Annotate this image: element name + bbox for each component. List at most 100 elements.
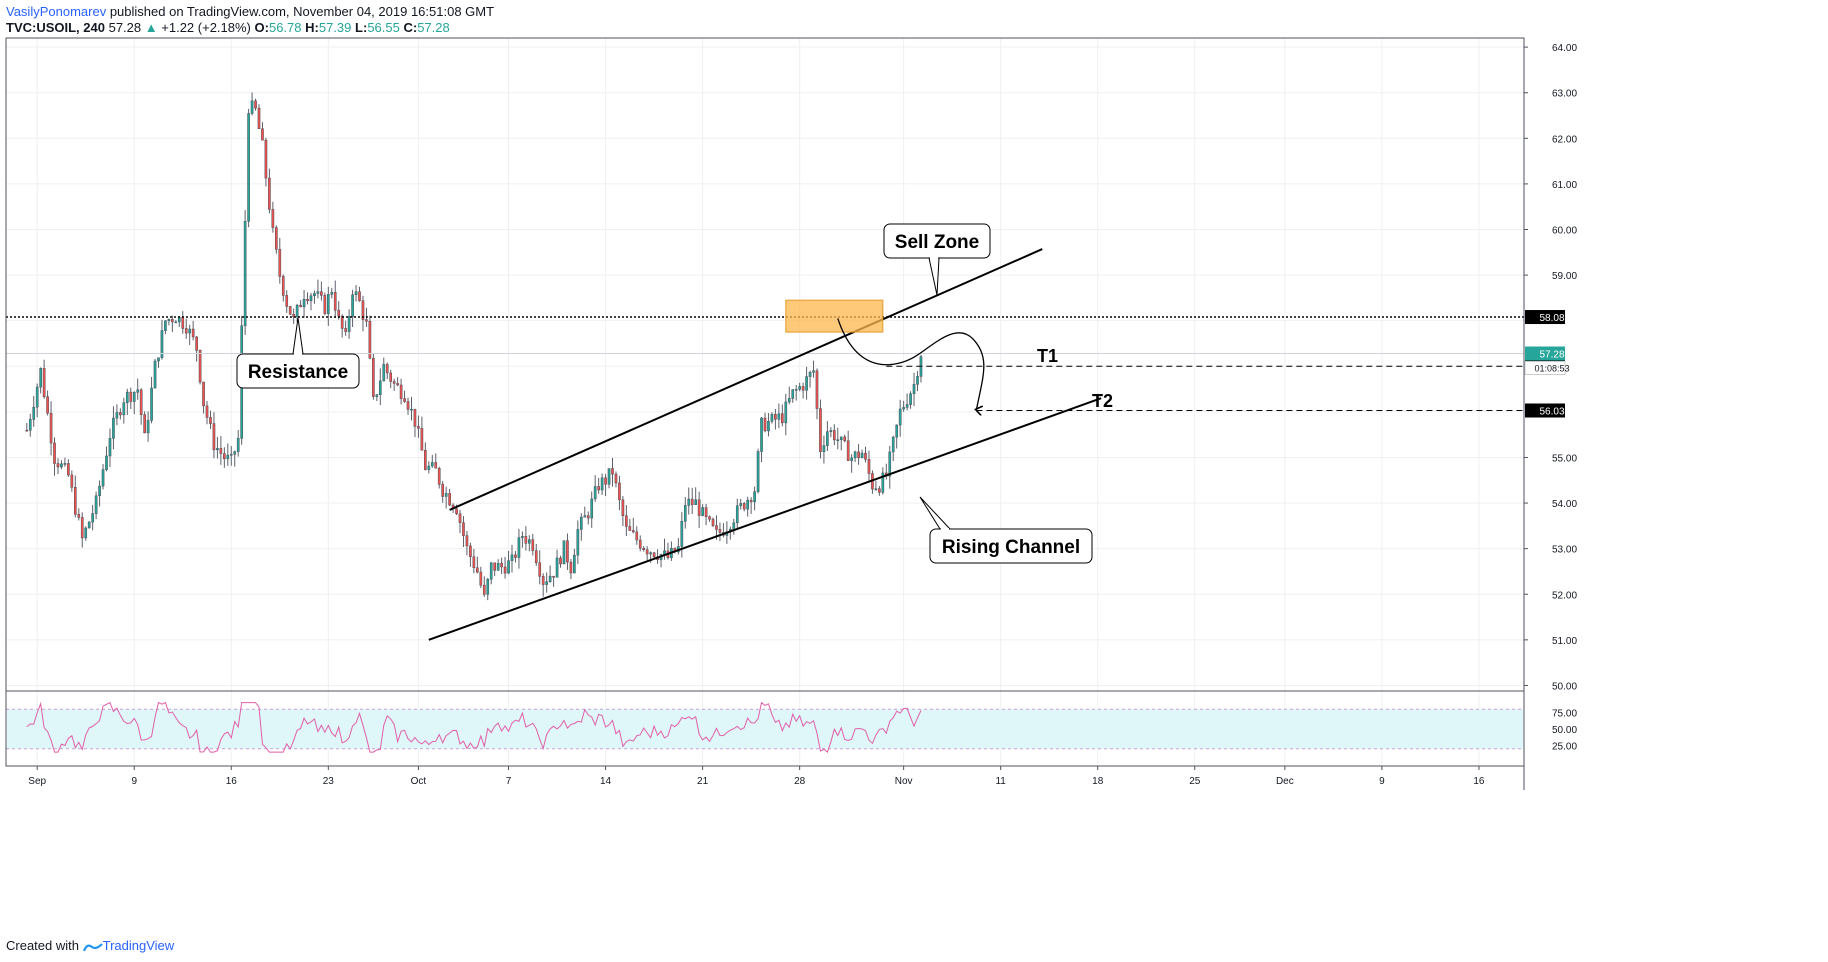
- candle-body: [496, 563, 500, 571]
- candle-body: [177, 316, 181, 323]
- candle-body: [489, 562, 493, 580]
- y-tick-label: 63.00: [1552, 89, 1577, 100]
- low-value: 56.55: [367, 20, 400, 35]
- candle-body: [559, 557, 562, 565]
- candle-body: [403, 398, 406, 402]
- candle-body: [35, 386, 39, 408]
- candle-body: [500, 563, 503, 568]
- candle-body: [320, 291, 323, 296]
- candle-body: [437, 467, 441, 485]
- candles: [25, 92, 923, 601]
- candle-body: [136, 389, 140, 393]
- candle-body: [763, 417, 767, 432]
- candle-body: [181, 316, 185, 329]
- candle-body: [157, 357, 160, 362]
- candle-body: [753, 491, 756, 503]
- candle-body: [382, 364, 386, 382]
- high-value: 57.39: [318, 20, 352, 35]
- last-price: 57.28: [108, 20, 142, 35]
- candle-body: [372, 357, 375, 397]
- candle-body: [569, 561, 573, 574]
- candle-body: [586, 515, 590, 519]
- candle-body: [770, 414, 774, 422]
- author-name[interactable]: VasilyPonomarev: [6, 4, 107, 19]
- candle-body: [167, 319, 171, 322]
- candle-body: [541, 576, 545, 585]
- candle-body: [649, 552, 652, 555]
- candle-body: [77, 514, 81, 518]
- candle-body: [878, 488, 881, 493]
- chart-header: VasilyPonomarev published on TradingView…: [6, 4, 494, 36]
- candle-body: [389, 372, 393, 382]
- candle-body: [476, 567, 479, 573]
- axes: 64.00 63.00 62.00 61.00 60.00 59.00 55.00 54.00…: [5, 37, 1577, 790]
- candle-body: [514, 554, 517, 558]
- candle-body: [60, 463, 63, 468]
- candle-body: [486, 578, 490, 595]
- candle-body: [853, 451, 857, 459]
- candle-body: [888, 451, 892, 477]
- candle-body: [836, 439, 840, 441]
- candle-body: [482, 584, 486, 595]
- candle-body: [278, 249, 282, 277]
- candle-body: [600, 477, 604, 491]
- y-tick-label: 59.00: [1552, 271, 1577, 282]
- candle-body: [261, 128, 264, 141]
- candle-body: [375, 394, 379, 397]
- candle-body: [216, 448, 219, 451]
- y-tick-label: 51.00: [1552, 636, 1577, 647]
- candle-body: [891, 436, 895, 453]
- countdown-label: 01:08:53: [1534, 364, 1569, 374]
- candle-body: [209, 417, 212, 424]
- x-tick-label: 11: [995, 776, 1006, 787]
- candle-body: [361, 300, 365, 320]
- sell-zone-callout-join: [930, 256, 938, 259]
- rsi-tick-label: 75.00: [1552, 709, 1577, 720]
- candle-body: [860, 452, 864, 459]
- candle-body: [205, 405, 209, 418]
- symbol-interval[interactable]: TVC:USOIL, 240: [6, 20, 105, 35]
- candle-body: [427, 465, 431, 470]
- candle-body: [455, 508, 458, 515]
- x-tick-label: 9: [131, 776, 137, 787]
- candle-body: [70, 474, 74, 488]
- candle-body: [469, 545, 472, 558]
- candle-body: [271, 209, 275, 228]
- candle-body: [507, 560, 510, 574]
- candle-body: [171, 319, 174, 323]
- candle-body: [697, 499, 701, 516]
- candle-body: [493, 562, 496, 571]
- candle-body: [631, 530, 635, 533]
- tradingview-link[interactable]: TradingView: [102, 938, 175, 953]
- candle-body: [801, 386, 805, 391]
- candle-body: [119, 412, 122, 416]
- price-label: 58.08: [1539, 313, 1564, 324]
- candle-body: [642, 547, 646, 550]
- candle-body: [704, 507, 708, 517]
- candle-body: [150, 387, 153, 421]
- candle-body: [299, 304, 302, 308]
- candle-body: [794, 389, 798, 391]
- candle-body: [39, 368, 42, 388]
- y-tick-label: 62.00: [1552, 134, 1577, 145]
- candle-body: [465, 535, 469, 547]
- candle-body: [822, 445, 826, 452]
- candle-body: [330, 292, 334, 295]
- y-tick-label: 60.00: [1552, 225, 1577, 236]
- candle-body: [188, 328, 192, 334]
- candle-body: [517, 537, 521, 558]
- candle-body: [555, 557, 559, 578]
- candle-body: [867, 459, 871, 474]
- candle-body: [538, 562, 542, 577]
- rsi-line: [26, 701, 922, 753]
- tradingview-logo-icon: [82, 942, 103, 951]
- candle-body: [105, 455, 108, 470]
- candle-body: [787, 398, 791, 403]
- candle-body: [198, 350, 202, 383]
- candle-body: [219, 448, 223, 454]
- low-label: L:: [355, 20, 368, 35]
- candle-body: [503, 566, 507, 574]
- candle-body: [337, 309, 341, 317]
- resistance-callout-join: [294, 353, 302, 356]
